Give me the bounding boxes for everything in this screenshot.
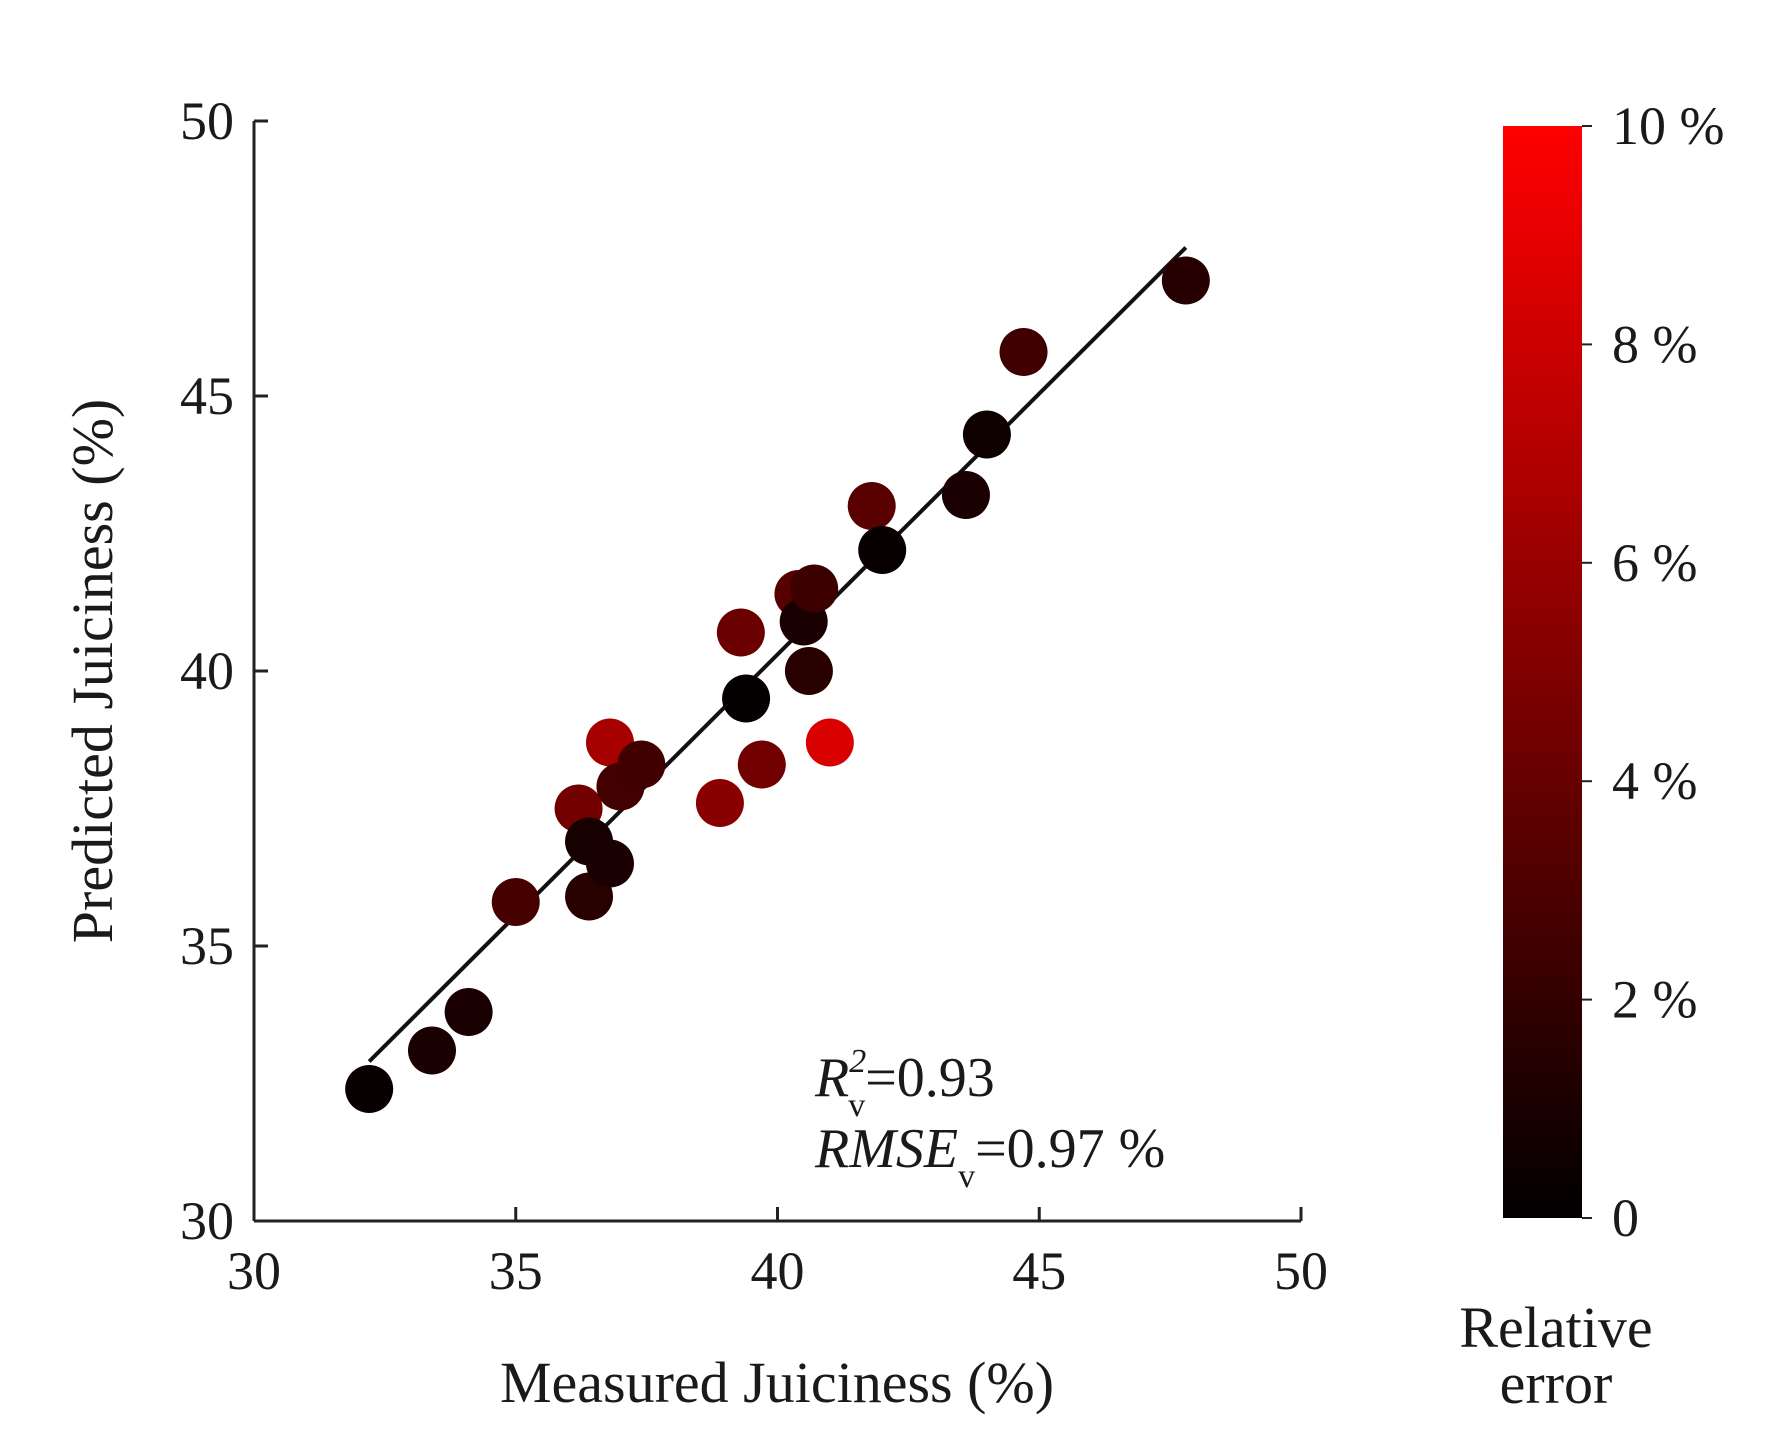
colorbar-tick-label: 2 % (1612, 970, 1697, 1030)
data-point (790, 564, 839, 613)
data-point (737, 740, 786, 789)
data-point (345, 1065, 394, 1113)
y-tick-label: 40 (180, 641, 234, 701)
colorbar: 0 2 % 4 % 6 % 8 % 10 % Relative error (1459, 96, 1724, 1416)
colorbar-gradient (1503, 126, 1582, 1218)
x-tick-label: 30 (227, 1241, 281, 1301)
colorbar-tick-label: 4 % (1612, 751, 1697, 811)
data-point (407, 1026, 456, 1075)
data-point (805, 718, 854, 767)
data-point (444, 988, 493, 1036)
x-tick-label: 45 (1012, 1241, 1066, 1301)
data-point (585, 839, 634, 888)
colorbar-title-line1: Relative (1459, 1295, 1652, 1360)
y-tick-label: 35 (180, 916, 234, 976)
x-tick-label: 40 (751, 1241, 805, 1301)
colorbar-tick-label: 8 % (1612, 314, 1697, 374)
x-tick-label: 35 (489, 1241, 543, 1301)
data-points (345, 256, 1210, 1113)
x-axis-title: Measured Juiciness (%) (500, 1350, 1054, 1415)
r2-text: R2 v=0.93 (814, 1043, 995, 1124)
colorbar-tick-label: 0 (1612, 1188, 1639, 1248)
rmse-text: RMSEv=0.97 % (814, 1118, 1165, 1195)
y-ticks: 30 35 40 45 50 (180, 91, 268, 1251)
data-point (1161, 256, 1210, 305)
data-point (962, 410, 1011, 459)
fit-line (367, 246, 1188, 1063)
stats-annotation: R2 v=0.93 RMSEv=0.97 % (814, 1043, 1165, 1195)
colorbar-ticks: 0 2 % 4 % 6 % 8 % 10 % (1582, 96, 1724, 1248)
data-point (941, 471, 990, 519)
data-point (491, 878, 540, 926)
y-axis-title: Predicted Juiciness (%) (60, 399, 125, 943)
y-tick-label: 50 (180, 91, 234, 151)
data-point (722, 674, 771, 723)
y-tick-label: 30 (180, 1191, 234, 1251)
colorbar-tick-label: 10 % (1612, 96, 1724, 156)
data-point (847, 482, 896, 530)
data-point (784, 647, 833, 695)
data-point (858, 526, 907, 574)
y-tick-label: 45 (180, 366, 234, 426)
data-point (716, 608, 765, 657)
data-point (617, 740, 666, 789)
x-ticks: 30 35 40 45 50 (227, 1207, 1328, 1301)
colorbar-tick-label: 6 % (1612, 533, 1697, 593)
data-point (695, 779, 744, 827)
data-point (999, 328, 1048, 376)
x-tick-label: 50 (1274, 1241, 1328, 1301)
colorbar-title-line2: error (1500, 1351, 1613, 1416)
